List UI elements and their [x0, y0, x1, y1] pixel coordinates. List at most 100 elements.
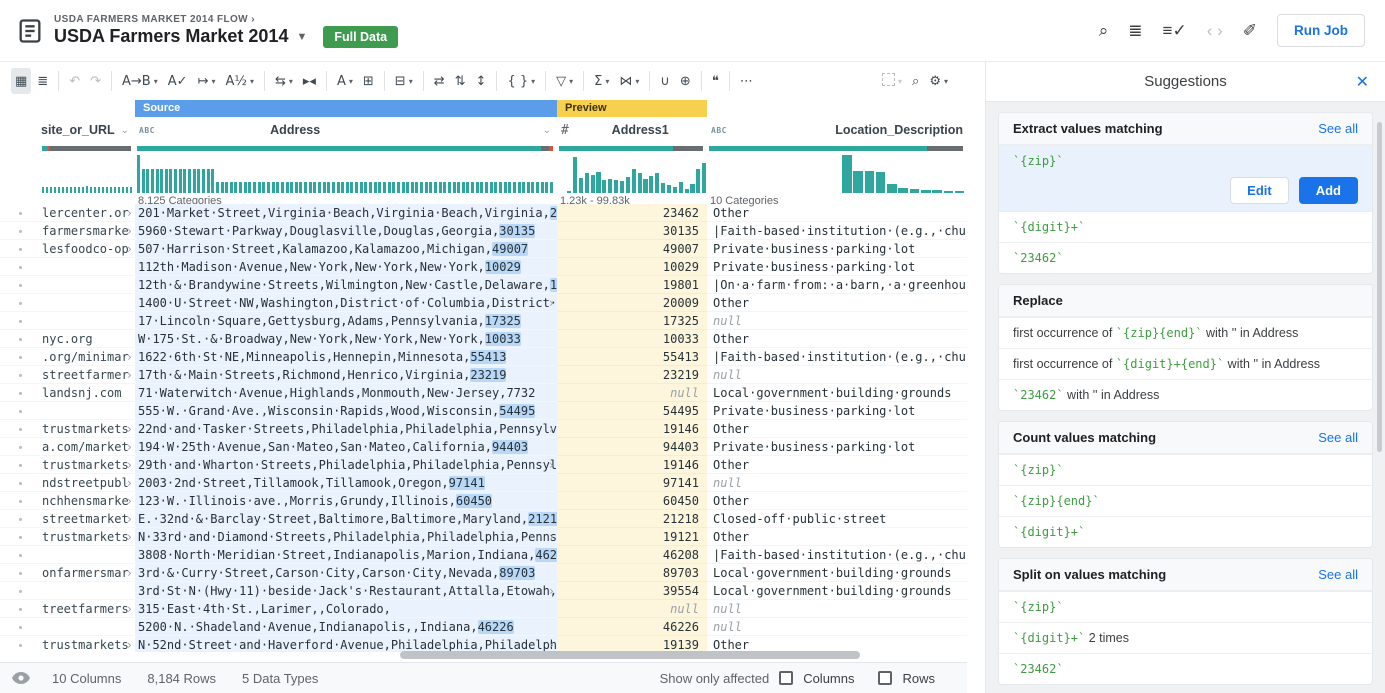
- cell-site-or-url[interactable]: lercenter.or ›: [40, 206, 135, 222]
- address-quality-bar[interactable]: [137, 146, 553, 151]
- histogram-bar[interactable]: [211, 169, 215, 193]
- row-handle[interactable]: [0, 564, 40, 582]
- histogram-bar[interactable]: [678, 182, 683, 193]
- grid-view-icon[interactable]: ▦: [11, 68, 32, 94]
- cell-location-description[interactable]: |Faith-based·institution·(e.g.,·church: [707, 546, 967, 564]
- row-handle[interactable]: [0, 420, 40, 438]
- histogram-bar[interactable]: [672, 186, 677, 193]
- row-handle[interactable]: [0, 384, 40, 402]
- cell-address[interactable]: 112th·Madison·Avenue,New·York,New·York,N…: [135, 258, 557, 276]
- chevron-down-icon[interactable]: ⌄: [120, 124, 129, 136]
- histogram-bar[interactable]: [89, 187, 92, 193]
- histogram-bar[interactable]: [359, 181, 363, 193]
- cell-address[interactable]: W·175·St.·&·Broadway,New·York,New·York,N…: [135, 330, 557, 348]
- histogram-bar[interactable]: [909, 189, 920, 193]
- settings-sliders-icon[interactable]: ⚙ ▾: [925, 68, 952, 94]
- cell-site-or-url[interactable]: a.com/market ›: [40, 440, 135, 456]
- zip-match-highlight[interactable]: 23462: [549, 206, 557, 220]
- row-handle[interactable]: [0, 276, 40, 294]
- histogram-bar[interactable]: [540, 181, 544, 193]
- histogram-bar[interactable]: [49, 187, 53, 193]
- histogram-bar[interactable]: [387, 181, 391, 193]
- histogram-bar[interactable]: [661, 183, 666, 193]
- histogram-bar[interactable]: [696, 169, 701, 193]
- cell-address1-preview[interactable]: 55413: [557, 348, 707, 366]
- cell-address1-preview[interactable]: 94403: [557, 438, 707, 456]
- row-handle[interactable]: [0, 546, 40, 564]
- cell-site-or-url[interactable]: trustmarkets ›: [42, 638, 133, 652]
- histogram-bar[interactable]: [253, 181, 257, 193]
- histogram-bar[interactable]: [215, 181, 219, 193]
- histogram-bar[interactable]: [619, 181, 625, 193]
- address1-quality-bar[interactable]: [559, 146, 703, 151]
- histogram-bar[interactable]: [631, 169, 636, 193]
- histogram-bar[interactable]: [248, 181, 252, 193]
- histogram-bar[interactable]: [234, 181, 238, 193]
- see-all-link[interactable]: See all: [1318, 430, 1358, 445]
- suggestion-item[interactable]: `{digit}+`: [999, 211, 1372, 242]
- histogram-bar[interactable]: [304, 181, 308, 193]
- histogram-bar[interactable]: [42, 187, 45, 193]
- cell-address1-preview[interactable]: 23219: [557, 366, 707, 384]
- eyedropper-icon[interactable]: ✐: [1242, 21, 1257, 40]
- cell-location-description[interactable]: Other: [707, 294, 967, 312]
- cell-address1-preview[interactable]: 97141: [557, 474, 707, 492]
- cell-address[interactable]: 3rd·St·N·(Hwy·11)·beside·Jack's·Restaura…: [135, 582, 557, 600]
- filter-rows-icon[interactable]: ▽ ▾: [552, 68, 577, 94]
- cell-address1-preview[interactable]: 19146: [557, 420, 707, 438]
- histogram-bar[interactable]: [602, 180, 607, 193]
- chevron-down-icon[interactable]: ▼: [296, 30, 308, 43]
- cell-address1-preview[interactable]: 54495: [557, 402, 707, 420]
- histogram-bar[interactable]: [452, 181, 456, 193]
- zip-match-highlight[interactable]: 97141: [448, 476, 485, 490]
- histogram-bar[interactable]: [336, 181, 340, 193]
- histogram-bar[interactable]: [77, 187, 81, 193]
- cell-address[interactable]: 1400·U·Street·NW,Washington,District·of·…: [135, 294, 557, 312]
- cell-address1-preview[interactable]: 89703: [557, 564, 707, 582]
- cell-address[interactable]: 71·Waterwitch·Avenue,Highlands,Monmouth,…: [135, 384, 557, 402]
- histogram-bar[interactable]: [197, 169, 201, 193]
- cell-site-or-url[interactable]: [40, 276, 135, 294]
- cell-address[interactable]: 5200·N.·Shadeland·Avenue,Indianapolis,,I…: [135, 618, 557, 636]
- location-description-header[interactable]: ABC Location_Description: [707, 117, 967, 143]
- histogram-bar[interactable]: [475, 181, 479, 193]
- cell-address[interactable]: 5960·Stewart·Parkway,Douglasville,Dougla…: [135, 222, 557, 240]
- row-handle[interactable]: [0, 492, 40, 510]
- histogram-bar[interactable]: [350, 181, 354, 193]
- histogram-bar[interactable]: [299, 181, 303, 193]
- histogram-bar[interactable]: [434, 181, 437, 193]
- row-handle[interactable]: [0, 240, 40, 258]
- cell-address1-preview[interactable]: 10029: [557, 258, 707, 276]
- histogram-bar[interactable]: [121, 187, 124, 193]
- histogram-bar[interactable]: [308, 181, 312, 193]
- row-handle[interactable]: [0, 600, 40, 618]
- histogram-bar[interactable]: [596, 172, 601, 193]
- histogram-bar[interactable]: [378, 181, 382, 193]
- cell-address1-preview[interactable]: 49007: [557, 240, 707, 258]
- comment-icon[interactable]: ❝: [708, 68, 723, 94]
- histogram-bar[interactable]: [526, 181, 530, 193]
- zip-match-highlight[interactable]: 19801: [549, 278, 557, 292]
- histogram-bar[interactable]: [625, 177, 630, 193]
- cell-site-or-url[interactable]: onfarmersmar ›: [40, 566, 135, 582]
- histogram-bar[interactable]: [443, 181, 447, 193]
- cell-location-description[interactable]: |Faith-based·institution·(e.g.,·church: [707, 222, 967, 240]
- histogram-bar[interactable]: [457, 181, 461, 193]
- row-handle[interactable]: [0, 510, 40, 528]
- histogram-bar[interactable]: [225, 181, 229, 193]
- histogram-bar[interactable]: [887, 183, 897, 193]
- histogram-bar[interactable]: [266, 181, 270, 193]
- panel-scrollbar[interactable]: [1377, 122, 1382, 452]
- address1-header[interactable]: # Address1: [557, 117, 707, 143]
- histogram-bar[interactable]: [188, 169, 192, 193]
- address-header[interactable]: ABC Address ⌄: [135, 117, 557, 143]
- histogram-bar[interactable]: [322, 181, 326, 193]
- cell-address1-preview[interactable]: 10033: [557, 330, 707, 348]
- cell-site-or-url[interactable]: [40, 258, 135, 276]
- histogram-bar[interactable]: [480, 181, 484, 193]
- cell-address[interactable]: 507·Harrison·Street,Kalamazoo,Kalamazoo,…: [135, 240, 557, 258]
- histogram-bar[interactable]: [97, 187, 100, 193]
- suggestion-item[interactable]: `23462`: [999, 242, 1372, 273]
- cell-site-or-url[interactable]: [40, 402, 135, 420]
- cell-location-description[interactable]: Private·business·parking·lot: [707, 258, 967, 276]
